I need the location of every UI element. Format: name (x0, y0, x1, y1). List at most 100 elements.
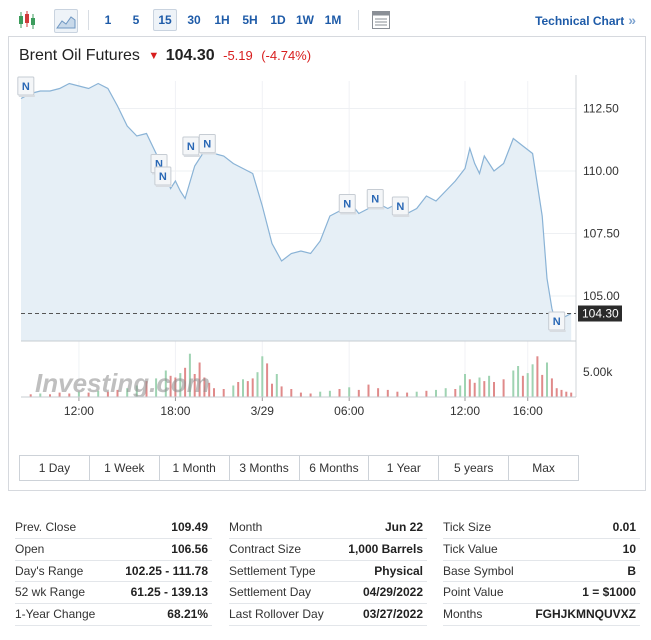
volume-bar (242, 379, 244, 397)
range-1-month[interactable]: 1 Month (160, 456, 230, 480)
stat-value: FGHJKMNQUVXZ (535, 607, 636, 622)
volume-bar (155, 378, 158, 397)
volume-bar (565, 391, 568, 397)
volume-bar (338, 389, 341, 397)
stat-label: Point Value (443, 585, 504, 600)
news-marker-label: N (187, 141, 195, 153)
volume-bar (570, 392, 573, 397)
stat-row: 52 wk Range 61.25 - 139.13 (15, 582, 212, 605)
range-6-months[interactable]: 6 Months (300, 456, 370, 480)
volume-bar (546, 362, 548, 397)
volume-bar (251, 378, 254, 397)
investing-watermark: Investing.com (35, 368, 210, 398)
interval-1w[interactable]: 1W (296, 13, 314, 27)
range-1-week[interactable]: 1 Week (90, 456, 160, 480)
stat-label: Open (15, 541, 45, 556)
range-5-years[interactable]: 5 years (439, 456, 510, 480)
price-tick-label: 110.00 (583, 164, 619, 178)
interval-15[interactable]: 15 (153, 9, 177, 31)
technical-chart-link[interactable]: Technical Chart» (535, 6, 636, 35)
volume-bar (425, 390, 428, 397)
interval-5h[interactable]: 5H (242, 13, 258, 27)
volume-bar (512, 370, 515, 397)
stat-label: Settlement Type (229, 563, 316, 578)
range-max[interactable]: Max (532, 461, 555, 475)
volume-bar (468, 379, 471, 397)
volume-bar (266, 363, 269, 397)
x-tick-label: 3/29 (251, 404, 275, 418)
price-chart[interactable]: Investing.com 112.50 110.00 107.50 105.00 12… (9, 75, 645, 455)
volume-bar (39, 393, 42, 397)
news-marker-shadow (183, 155, 200, 157)
volume-bar (237, 382, 240, 397)
volume-bar (454, 389, 457, 397)
volume-bar (145, 381, 148, 397)
stats-column-3: Tick Size 0.01 Tick Value 10 Base Symbol B … (443, 517, 640, 626)
area-chart-icon[interactable] (54, 9, 78, 33)
news-marker-label: N (22, 81, 30, 93)
volume-bar (179, 373, 182, 397)
interval-1d[interactable]: 1D (270, 13, 286, 27)
volume-bar (502, 379, 505, 397)
range-3-months[interactable]: 3 Months (230, 456, 300, 480)
news-marker-shadow (549, 330, 566, 332)
volume-bar (478, 377, 481, 397)
volume-bar (560, 389, 563, 397)
candlestick-icon[interactable] (16, 9, 38, 31)
volume-bar (68, 393, 71, 397)
current-price-tag (578, 305, 622, 322)
stat-value: 1 = $1000 (582, 585, 636, 600)
volume-bar (435, 389, 437, 397)
x-tick-label: 12:00 (450, 404, 480, 418)
volume-bar (483, 381, 486, 397)
news-marker-shadow (155, 185, 172, 187)
news-marker-label: N (371, 194, 379, 206)
stat-label: 1-Year Change (15, 607, 96, 622)
stat-value: Physical (374, 563, 423, 578)
stat-label: Prev. Close (15, 520, 77, 534)
volume-bar (29, 394, 32, 397)
price-line (20, 82, 572, 328)
stat-row: 1-Year Change 68.21% (15, 604, 212, 626)
range-1-year[interactable]: 1 Year (369, 456, 440, 480)
technical-chart-label: Technical Chart (535, 14, 625, 28)
volume-bar (328, 390, 331, 397)
volume-bar (188, 353, 191, 397)
volume-bar (517, 366, 520, 397)
stat-label: Tick Value (443, 541, 498, 556)
stat-row: Day's Range 102.25 - 111.78 (15, 561, 212, 583)
interval-1h[interactable]: 1H (214, 13, 230, 27)
volume-bar (367, 384, 370, 397)
interval-30[interactable]: 30 (187, 13, 201, 27)
interval-1m[interactable]: 1M (324, 13, 342, 27)
x-tick-label: 12:00 (64, 404, 94, 418)
stat-row: Month Jun 22 (229, 517, 427, 539)
range-selector: 1 Day 1 Week 1 Month 3 Months 6 Months 1… (19, 455, 579, 481)
stat-row: Point Value 1 = $1000 (443, 582, 640, 605)
stat-value: 04/29/2022 (362, 585, 423, 600)
volume-bar (213, 388, 215, 397)
volume-bar (106, 391, 109, 397)
interval-5[interactable]: 5 (132, 13, 140, 27)
volume-bar (459, 385, 462, 397)
stat-label: Base Symbol (443, 563, 514, 578)
stat-row: Tick Size 0.01 (443, 517, 640, 539)
volume-bar (464, 374, 466, 397)
volume-bar (493, 382, 495, 397)
stat-row: Tick Value 10 (443, 539, 640, 561)
volume-bar (116, 389, 119, 397)
volume-bar (164, 370, 167, 397)
stat-value: 1,000 Barrels (348, 541, 423, 556)
stat-label: 52 wk Range (15, 585, 86, 600)
stats-column-2: Month Jun 22 Contract Size 1,000 Barrels S… (229, 517, 427, 626)
stat-value: Jun 22 (384, 520, 423, 534)
stat-value: 109.49 (171, 520, 208, 534)
volume-bar (396, 391, 399, 397)
table-icon[interactable] (370, 9, 392, 31)
price-change: -5.19 (223, 48, 253, 63)
range-1-day[interactable]: 1 Day (20, 456, 90, 480)
stat-value: 0.01 (612, 520, 636, 534)
news-marker-shadow (368, 207, 385, 210)
interval-1[interactable]: 1 (104, 13, 112, 27)
volume-bar (377, 388, 380, 397)
